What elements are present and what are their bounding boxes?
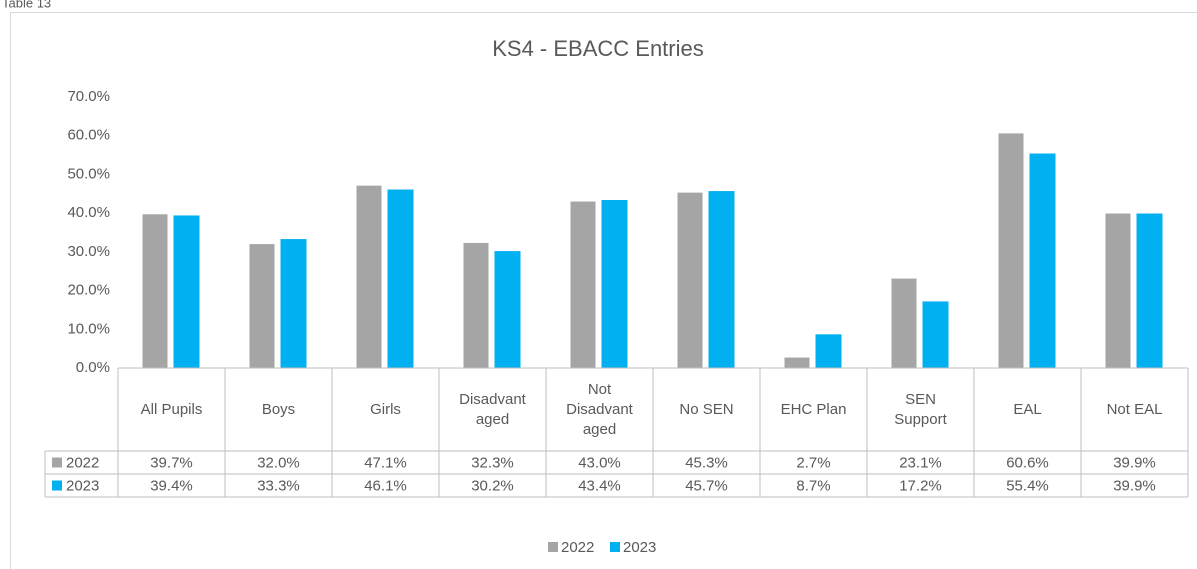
y-tick-label: 0.0% — [76, 359, 110, 376]
table-value: 60.6% — [1006, 454, 1049, 471]
table-value: 30.2% — [471, 477, 514, 494]
legend-key — [52, 480, 62, 491]
bar — [815, 334, 842, 368]
bar — [387, 189, 414, 368]
y-tick-label: 60.0% — [67, 127, 110, 144]
bar — [891, 278, 917, 368]
y-tick-label: 40.0% — [67, 204, 110, 221]
caption: Table 13 — [2, 0, 51, 10]
category-label: No SEN — [679, 400, 734, 418]
bar — [708, 191, 735, 368]
table-value: 45.3% — [685, 454, 728, 471]
category-label: Girls — [370, 400, 401, 418]
category-label: EAL — [1013, 400, 1042, 418]
table-value: 47.1% — [364, 454, 407, 471]
category-label: All Pupils — [140, 400, 203, 418]
bar — [1136, 213, 1163, 368]
table-value: 32.0% — [257, 454, 300, 471]
table-value: 39.7% — [150, 454, 193, 471]
table-value: 39.4% — [150, 477, 193, 494]
bar — [142, 214, 168, 368]
table-value: 39.9% — [1113, 454, 1156, 471]
chart-title: KS4 - EBACC Entries — [492, 36, 704, 61]
bar — [1105, 213, 1131, 368]
y-tick-label: 70.0% — [67, 88, 110, 105]
table-value: 33.3% — [257, 477, 300, 494]
bar — [570, 201, 596, 368]
category-label: Disadvant aged — [459, 390, 526, 428]
row-label: 2022 — [66, 454, 99, 471]
bar — [1029, 153, 1056, 368]
table-value: 17.2% — [899, 477, 942, 494]
bar — [784, 357, 810, 368]
y-tick-label: 10.0% — [67, 320, 110, 337]
y-tick-label: 50.0% — [67, 165, 110, 182]
bar — [677, 192, 703, 368]
category-label: SEN Support — [894, 390, 947, 428]
legend-label: 2022 — [561, 539, 594, 556]
bar — [356, 185, 382, 368]
table-value: 46.1% — [364, 477, 407, 494]
row-label: 2023 — [66, 477, 99, 494]
table-value: 39.9% — [1113, 477, 1156, 494]
bar — [922, 301, 949, 368]
bar — [463, 242, 489, 368]
table-value: 23.1% — [899, 454, 942, 471]
bar — [998, 133, 1024, 368]
table-value: 43.4% — [578, 477, 621, 494]
category-label: Not EAL — [1106, 400, 1163, 418]
legend-key — [610, 542, 620, 552]
table-value: 2.7% — [796, 454, 830, 471]
bar — [249, 244, 275, 368]
legend-key — [548, 542, 558, 552]
y-tick-label: 30.0% — [67, 243, 110, 260]
y-tick-label: 20.0% — [67, 282, 110, 299]
table-value: 8.7% — [796, 477, 830, 494]
bar — [601, 199, 628, 368]
legend-label: 2023 — [623, 539, 656, 556]
bar — [494, 251, 521, 368]
table-value: 45.7% — [685, 477, 728, 494]
bar — [280, 239, 307, 368]
category-label: Not Disadvant aged — [566, 380, 633, 438]
legend-key — [52, 457, 62, 468]
table-value: 55.4% — [1006, 477, 1049, 494]
category-label: EHC Plan — [780, 400, 847, 418]
table-value: 43.0% — [578, 454, 621, 471]
category-label: Boys — [261, 400, 296, 418]
bar — [173, 215, 200, 368]
table-value: 32.3% — [471, 454, 514, 471]
